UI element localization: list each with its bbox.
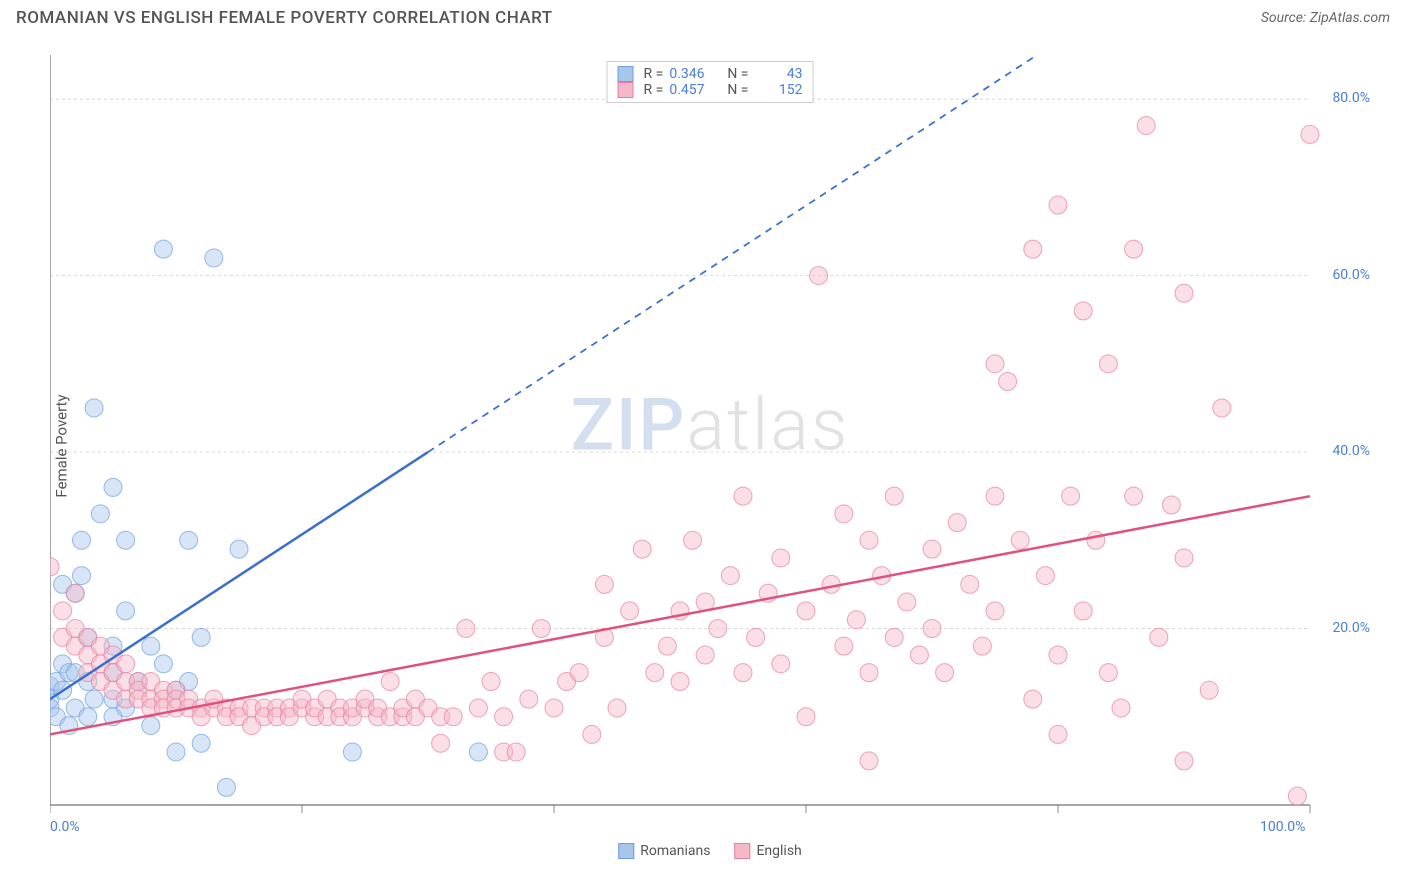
x-tick-label: 0.0% — [50, 819, 80, 835]
legend-swatch — [734, 843, 750, 859]
legend-swatch — [618, 82, 634, 98]
scatter-plot — [50, 55, 1370, 825]
legend-n-value: 152 — [754, 82, 802, 98]
legend-correlation-row: R = 0.457 N = 152 — [618, 82, 803, 98]
legend-swatch — [618, 66, 634, 82]
legend-correlation: R = 0.346 N = 43 R = 0.457 N = 152 — [607, 61, 814, 103]
y-tick-label: 20.0% — [1332, 620, 1370, 636]
legend-series-item: Romanians — [618, 843, 710, 859]
legend-series: Romanians English — [618, 843, 802, 859]
source-attribution: Source: ZipAtlas.com — [1261, 10, 1390, 26]
legend-series-label: Romanians — [640, 843, 710, 859]
legend-r-label: R = — [644, 66, 664, 82]
x-tick-label: 100.0% — [1260, 819, 1305, 835]
legend-n-label: N = — [727, 82, 748, 98]
legend-n-value: 43 — [754, 66, 802, 82]
chart-title: ROMANIAN VS ENGLISH FEMALE POVERTY CORRE… — [16, 8, 553, 28]
legend-r-label: R = — [644, 82, 664, 98]
y-tick-label: 40.0% — [1332, 443, 1370, 459]
legend-series-item: English — [734, 843, 801, 859]
legend-r-value: 0.457 — [669, 82, 717, 98]
legend-series-label: English — [756, 843, 801, 859]
legend-n-label: N = — [727, 66, 748, 82]
y-tick-label: 80.0% — [1332, 90, 1370, 106]
legend-swatch — [618, 843, 634, 859]
chart-area: ZIPatlas R =0.346N =43R =0.457N =152 Rom… — [50, 55, 1370, 825]
y-tick-label: 60.0% — [1332, 267, 1370, 283]
legend-correlation-row: R = 0.346 N = 43 — [618, 66, 803, 82]
legend-r-value: 0.346 — [669, 66, 717, 82]
